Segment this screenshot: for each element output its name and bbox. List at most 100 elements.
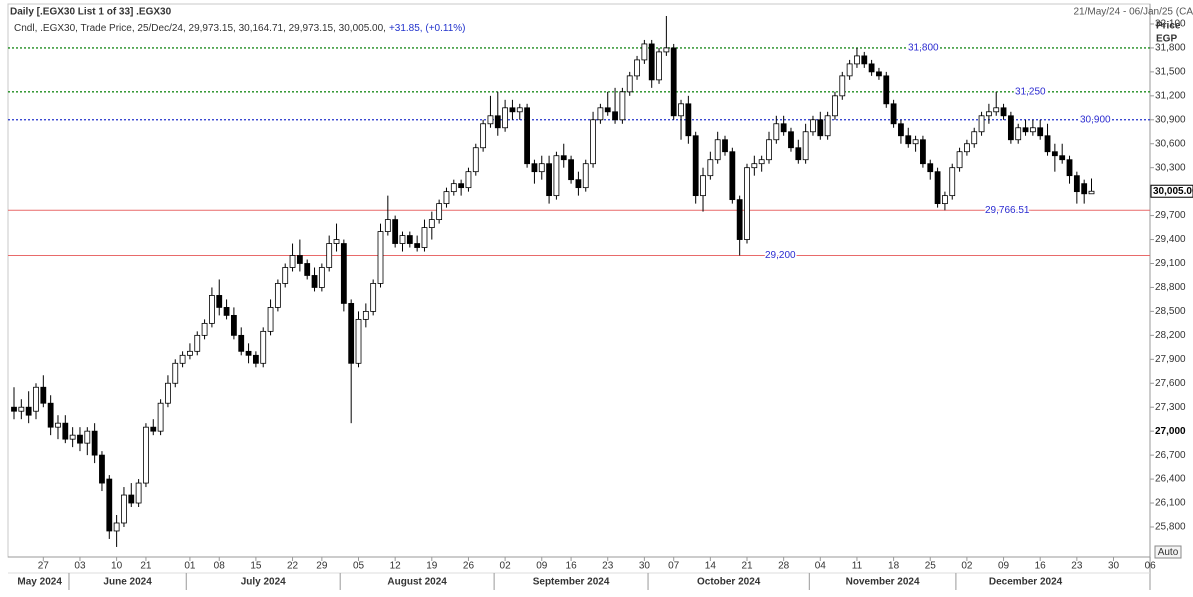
candle-body [113, 522, 120, 532]
candle-body [604, 107, 611, 113]
candle-body [546, 163, 552, 197]
y-tick-label: 29,400 [1155, 234, 1186, 245]
candle-body [802, 131, 809, 161]
candle-body [912, 139, 919, 145]
candle-body [238, 334, 245, 352]
candle-body [1073, 175, 1080, 193]
y-tick-label: 30,600 [1155, 138, 1186, 149]
candle-body [223, 307, 230, 316]
candle-body [971, 131, 978, 145]
candle-body [55, 422, 61, 428]
candle-body [678, 103, 684, 117]
auto-button[interactable] [1154, 545, 1182, 559]
candle-body [1051, 151, 1058, 157]
y-tick-label: 30,900 [1155, 114, 1186, 125]
candle-body [47, 402, 54, 428]
candle-body [744, 167, 750, 240]
candle-body [524, 107, 530, 165]
candle-body [428, 219, 435, 228]
candle-body [99, 454, 105, 484]
x-tick-label: 05 [353, 561, 365, 572]
candle-body [187, 350, 193, 356]
candle-body [942, 195, 948, 205]
candle-body [810, 119, 816, 133]
candle-body [575, 179, 582, 189]
candle-body [890, 103, 897, 125]
y-tick-label: 26,700 [1155, 450, 1186, 461]
candle-body [509, 107, 516, 113]
y-tick-label: 25,800 [1155, 522, 1186, 533]
candle-body [121, 494, 127, 524]
candle-body [40, 386, 47, 404]
x-tick-label: 29 [316, 561, 328, 572]
x-tick-label: 03 [74, 561, 86, 572]
candle-body [985, 111, 992, 117]
candle-body [1029, 127, 1036, 133]
candle-body [311, 275, 318, 288]
x-tick-label: 30 [639, 561, 651, 572]
x-tick-label: 21 [140, 561, 152, 572]
x-tick-label: 18 [888, 561, 900, 572]
y-tick-label: 28,800 [1155, 282, 1186, 293]
y-tick-label: 27,300 [1155, 402, 1186, 413]
candle-body [634, 59, 640, 77]
y-tick-label: 27,000 [1155, 426, 1186, 437]
x-tick-label: 30 [1108, 561, 1120, 572]
candle-body [905, 135, 912, 145]
x-tick-label: 02 [961, 561, 973, 572]
legend-text: Cndl, .EGX30, Trade Price, 25/Dec/24, 29… [14, 23, 386, 34]
x-tick-label: 15 [250, 561, 262, 572]
candle-body [1000, 107, 1007, 117]
month-label: July 2024 [241, 577, 286, 588]
candle-body [1066, 159, 1073, 177]
candle-body [414, 243, 421, 248]
y-tick-label: 26,400 [1155, 474, 1186, 485]
candle-body [91, 430, 98, 456]
candle-body [62, 422, 69, 440]
candle-body [707, 159, 714, 177]
auto-button-label[interactable]: Auto [1158, 547, 1179, 558]
candle-body [472, 147, 479, 173]
y-tick-label: 30,300 [1155, 162, 1186, 173]
candle-body [326, 243, 333, 268]
candle-body [216, 295, 223, 308]
candle-body [11, 406, 17, 412]
candle-body [641, 43, 648, 61]
candle-body [560, 155, 567, 161]
candle-body [920, 139, 926, 165]
candle-body [1059, 155, 1066, 161]
candle-body [817, 119, 824, 137]
month-label: October 2024 [697, 577, 761, 588]
candle-body [964, 143, 970, 153]
y-tick-label: 32,100 [1155, 19, 1186, 30]
candle-body [663, 47, 670, 53]
chart-title: Daily [.EGX30 List 1 of 33] .EGX30 [10, 7, 172, 18]
x-tick-label: 09 [998, 561, 1010, 572]
candle-body [128, 494, 135, 504]
reference-line-label: 29,200 [765, 250, 796, 261]
candle-body [619, 91, 626, 121]
x-tick-label: 09 [536, 561, 548, 572]
x-tick-label: 19 [426, 561, 438, 572]
y-tick-label: 31,500 [1155, 67, 1186, 78]
candle-body [685, 103, 692, 137]
candle-body [898, 123, 904, 137]
candle-body [883, 75, 890, 105]
candle-body [362, 311, 369, 320]
x-tick-label: 25 [925, 561, 937, 572]
candle-body [590, 119, 596, 165]
candle-body [736, 199, 743, 240]
y-tick-label: 28,500 [1155, 306, 1186, 317]
candle-body [751, 163, 758, 169]
candle-body [18, 406, 25, 412]
candle-body [318, 267, 325, 288]
y-tick-label: 29,700 [1155, 210, 1186, 221]
candle-body [729, 151, 736, 201]
candle-body [450, 183, 457, 193]
candle-body [956, 151, 963, 169]
x-tick-label: 08 [214, 561, 226, 572]
y-tick-label: 26,100 [1155, 498, 1186, 509]
candle-body [25, 406, 32, 416]
candle-body [824, 115, 831, 137]
